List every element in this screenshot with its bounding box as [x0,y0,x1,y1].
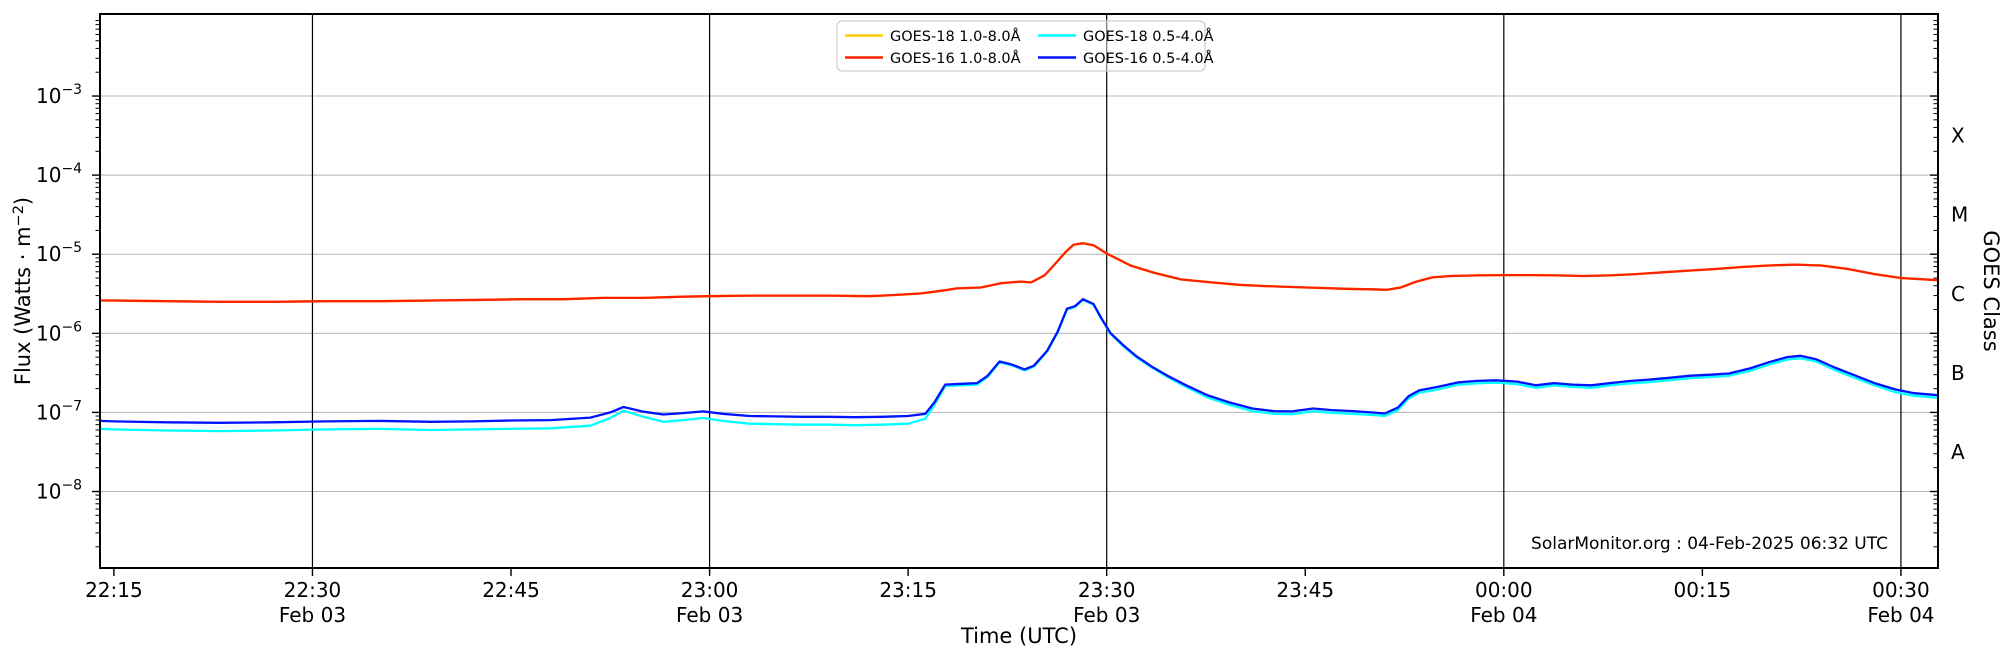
y-axis-title-prefix: Flux (Watts · m [11,226,35,385]
x-date-label-Feb-04: Feb 04 [1867,603,1934,627]
x-tick-label-2330: 23:30 [1078,578,1136,602]
x-date-label-Feb-03: Feb 03 [279,603,346,627]
x-date-label-Feb-03: Feb 03 [1073,603,1140,627]
goes-class-letter-x: X [1951,124,1965,148]
axis-ticks [92,20,1938,576]
horizontal-gridlines [100,95,1938,493]
y-tick-label-1e-6: 10−6 [36,319,82,345]
x-axis-title: Time (UTC) [960,624,1077,648]
y-tick-label-1e-4: 10−4 [36,161,82,187]
y-axis-title: Flux (Watts · m−2) [11,197,35,385]
legend-label-goes-18-1-0-8-0-: GOES-18 1.0-8.0Å [890,28,1021,45]
x-tick-label-2215: 22:15 [85,578,143,602]
goes-class-letter-a: A [1951,440,1965,464]
x-tick-label-2245: 22:45 [482,578,540,602]
legend-label-goes-16-1-0-8-0-: GOES-16 1.0-8.0Å [890,50,1021,67]
x-tick-label-2300: 23:00 [681,578,739,602]
series-lines [98,242,1940,433]
x-tick-label-0000: 00:00 [1475,578,1533,602]
goes-class-letter-b: B [1951,361,1965,385]
y-tick-label-1e-5: 10−5 [36,240,82,266]
y-tick-label-1e-3: 10−3 [36,82,82,108]
legend-label-goes-18-0-5-4-0-: GOES-18 0.5-4.0Å [1083,28,1214,45]
legend-label-goes-16-0-5-4-0-: GOES-16 0.5-4.0Å [1083,50,1214,67]
y-axis-title-suffix: ) [11,197,35,205]
y-tick-label-1e-7: 10−7 [36,398,82,424]
legend: GOES-18 1.0-8.0Å GOES-16 1.0-8.0Å GOES-18 … [836,20,1214,72]
goes-class-letters: X M C B A [1951,124,1968,464]
x-date-label-Feb-03: Feb 03 [676,603,743,627]
y-tick-label-1e-8: 10−8 [36,478,82,504]
plot-border [99,13,1939,569]
y2-axis-title: GOES Class [1979,230,2000,351]
legend-box [836,20,1206,72]
goes-class-letter-m: M [1951,203,1968,227]
series-line-goes-18-0-5-4-0- [98,298,1940,433]
x-tick-label-2345: 23:45 [1276,578,1334,602]
y-axis-title-exponent: −2 [11,205,27,226]
goes-class-letter-c: C [1951,282,1965,306]
series-line-goes-16-1-0-8-0- [98,242,1940,303]
series-line-goes-16-0-5-4-0- [98,298,1940,424]
x-tick-label-0015: 00:15 [1674,578,1732,602]
x-tick-label-2230: 22:30 [284,578,342,602]
plot-frame [99,13,1939,569]
source-annotation: SolarMonitor.org : 04-Feb-2025 06:32 UTC [1531,534,1888,554]
x-tick-label-2315: 23:15 [879,578,937,602]
x-tick-label-0030: 00:30 [1872,578,1930,602]
x-date-label-Feb-04: Feb 04 [1470,603,1537,627]
date-gridlines [311,14,1902,568]
